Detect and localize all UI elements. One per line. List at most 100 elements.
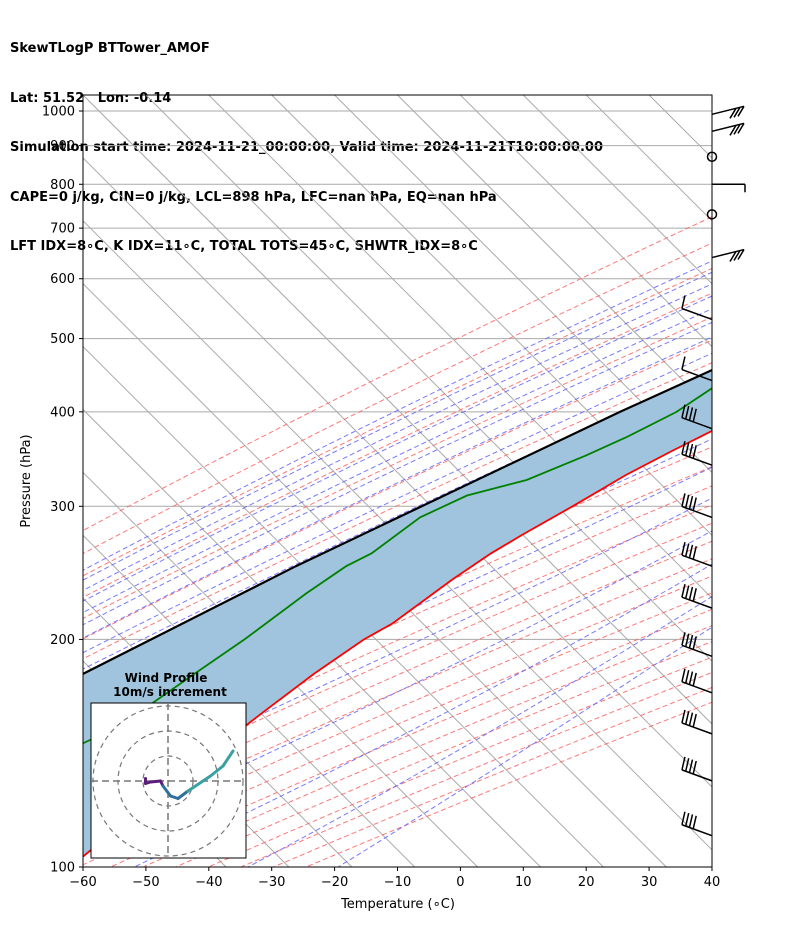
barb-feather — [681, 493, 686, 507]
dewpoint-line — [83, 387, 712, 745]
barb-feather — [688, 814, 694, 828]
hodograph-title: Wind Profile — [125, 671, 208, 685]
isotherm-line — [460, 95, 712, 348]
dry-adiabat-line — [83, 485, 712, 770]
isotherm-line — [83, 220, 712, 851]
wind-barb — [711, 122, 745, 136]
hodograph-trace-segment — [176, 789, 190, 800]
barb-feather — [684, 711, 690, 725]
calm-wind-circle — [706, 209, 718, 220]
barb-feather — [688, 443, 694, 458]
barb-feather — [688, 586, 694, 601]
isotherm-line — [271, 95, 712, 537]
wind-barb — [681, 709, 713, 735]
barb-feather — [688, 759, 694, 773]
barb-staff — [711, 122, 745, 133]
x-tick-label: −20 — [321, 875, 348, 890]
barb-feather — [681, 632, 686, 646]
barb-feather — [692, 497, 697, 511]
isotherm-line — [83, 95, 712, 725]
barb-staff — [681, 417, 713, 430]
hodograph-trace-segment — [221, 749, 235, 768]
barb-feather — [692, 408, 697, 423]
moist-adiabat-line — [83, 352, 712, 654]
x-tick-label: −10 — [384, 875, 411, 890]
dry-adiabat-line — [83, 242, 712, 555]
title-cape-line: CAPE=0 j/kg, CIN=0 j/kg, LCL=898 hPa, LF… — [10, 189, 497, 205]
wind-barb — [706, 151, 718, 162]
isotherm-line — [83, 282, 667, 867]
barb-feather — [737, 122, 745, 134]
title-station: SkewTLogP BTTower_AMOF — [10, 41, 210, 56]
barb-feather — [688, 671, 694, 685]
barb-staff — [681, 368, 713, 382]
y-tick-label: 700 — [50, 222, 75, 237]
wind-barb — [681, 542, 713, 567]
dry-adiabat-line — [83, 267, 712, 577]
hodograph-trace-segment — [149, 779, 162, 784]
barb-feather — [692, 713, 697, 728]
wind-barbs — [681, 105, 746, 837]
wind-barb — [712, 183, 746, 193]
barb-feather — [684, 758, 690, 772]
isotherm-line — [83, 408, 541, 867]
moist-adiabat-line — [83, 370, 712, 670]
barb-feather — [684, 543, 690, 557]
y-tick-label: 200 — [50, 633, 75, 648]
y-tick-label: 100 — [50, 861, 75, 876]
barb-staff — [681, 644, 713, 657]
wind-barb — [681, 811, 713, 837]
barb-feather — [692, 760, 697, 775]
isotherm-line — [711, 95, 712, 96]
moist-adiabat-line — [83, 271, 712, 581]
barb-feather — [729, 251, 737, 262]
isotherm-line — [334, 95, 712, 474]
dry-adiabat-line — [83, 216, 712, 532]
y-tick-label: 600 — [50, 272, 75, 287]
x-tick-label: 20 — [578, 875, 595, 890]
isotherm-line — [522, 95, 712, 285]
barb-feather — [684, 442, 690, 456]
isotherm-line — [83, 157, 712, 788]
dry-adiabat-line — [83, 339, 712, 640]
barb-feather — [681, 356, 686, 370]
barb-feather — [684, 494, 690, 509]
moist-adiabat-line — [83, 283, 712, 591]
calm-wind-circle — [706, 151, 718, 162]
barb-feather — [692, 445, 697, 459]
barb-feather — [692, 546, 697, 560]
moist-adiabat-line — [83, 497, 712, 800]
x-tick-label: 40 — [704, 875, 721, 890]
barb-feather — [681, 583, 686, 598]
isotherm-line — [397, 95, 712, 411]
barb-staff — [681, 824, 713, 837]
x-tick-label: −40 — [195, 875, 222, 890]
barb-feather — [688, 496, 694, 510]
barb-feather — [684, 585, 690, 599]
isotherm-line — [83, 534, 416, 867]
wind-barb — [681, 295, 713, 321]
barb-feather — [733, 123, 741, 135]
barb-staff — [681, 554, 713, 567]
barb-feather — [681, 756, 686, 771]
barb-feather — [681, 441, 686, 455]
y-tick-label: 900 — [50, 139, 75, 154]
wind-barb — [681, 356, 713, 382]
barb-staff — [711, 248, 745, 259]
y-tick-label: 800 — [50, 178, 75, 193]
wind-barb — [681, 583, 713, 609]
wind-barb — [681, 493, 713, 519]
barb-feather — [681, 295, 686, 309]
barb-feather — [692, 815, 697, 830]
wind-barb — [681, 441, 713, 466]
hodograph-trace-segment — [209, 764, 225, 778]
barb-feather — [737, 249, 745, 260]
temperature-line — [83, 429, 712, 858]
barb-staff — [681, 307, 713, 321]
barb-feather — [692, 672, 697, 687]
barb-staff — [681, 596, 713, 609]
barb-staff — [681, 769, 713, 782]
barb-staff — [681, 453, 713, 466]
